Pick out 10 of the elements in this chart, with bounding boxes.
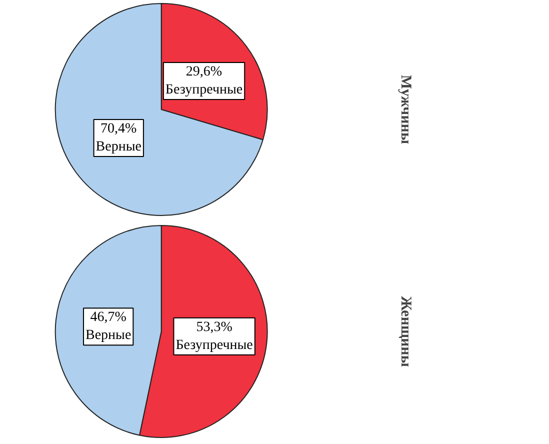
- data-label: 53,3%: [196, 320, 233, 335]
- text: Мужчины: [398, 74, 414, 144]
- slice-label: Верные: [96, 140, 142, 155]
- slice-label: Безупречные: [165, 82, 243, 98]
- data-label: 46,7%: [90, 310, 127, 326]
- slice-label: Верные: [86, 328, 132, 344]
- text: Женщины: [398, 296, 414, 368]
- data-label: 70,4%: [100, 122, 138, 137]
- slice-label: Безупречные: [176, 338, 253, 353]
- data-label: 29,6%: [186, 64, 222, 80]
